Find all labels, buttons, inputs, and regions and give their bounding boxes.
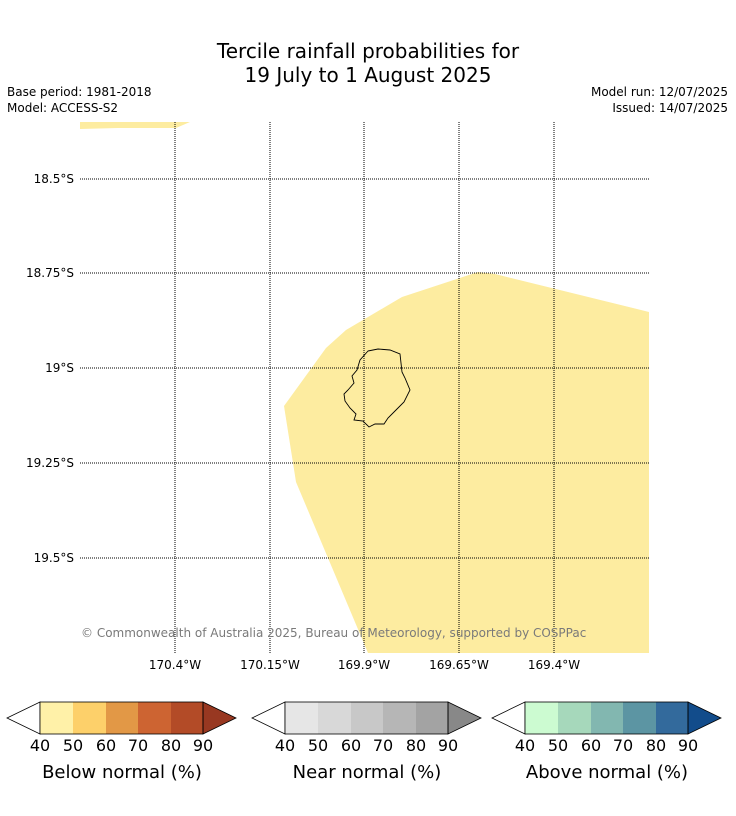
colorbar-tick: 60 — [581, 736, 601, 755]
colorbar-outline — [39, 701, 204, 735]
graticule — [80, 122, 649, 653]
colorbar-tick: 90 — [438, 736, 458, 755]
lon-label: 170.4°W — [149, 658, 201, 672]
colorbar-tick: 80 — [646, 736, 666, 755]
colorbar-bin — [106, 702, 138, 734]
colorbar-tick: 70 — [613, 736, 633, 755]
lat-label: 19°S — [45, 361, 74, 375]
colorbar-label: Below normal (%) — [42, 762, 202, 783]
lat-label: 19.5°S — [34, 551, 74, 565]
colorbar-near-normal: 40 50 60 70 80 90 Near normal (%) — [251, 701, 482, 783]
colorbar-bin — [171, 702, 203, 734]
copyright-notice: © Commonwealth of Australia 2025, Bureau… — [81, 626, 586, 640]
colorbar-above-normal: 40 50 60 70 80 90 Above normal (%) — [491, 701, 722, 783]
colorbar-lower-arrow — [251, 701, 286, 735]
colorbar-bin — [656, 702, 688, 734]
colorbar-outline — [284, 701, 449, 735]
colorbar-bin — [138, 702, 171, 734]
colorbar-tick: 40 — [515, 736, 535, 755]
colorbar-tick: 70 — [373, 736, 393, 755]
colorbar-tick: 50 — [308, 736, 328, 755]
lon-label: 169.4°W — [528, 658, 580, 672]
model-run: Model run: 12/07/2025 — [590, 85, 728, 99]
colorbar-tick: 40 — [275, 736, 295, 755]
colorbar-label: Near normal (%) — [293, 762, 442, 783]
map-shading — [80, 122, 649, 653]
colorbar-bin — [351, 702, 383, 734]
island-coastline — [343, 348, 411, 428]
lon-label: 169.9°W — [338, 658, 390, 672]
colorbar-bin — [416, 702, 448, 734]
colorbar-tick: 90 — [193, 736, 213, 755]
colorbar-tick: 40 — [30, 736, 50, 755]
colorbar-bin — [591, 702, 623, 734]
colorbar-bin — [623, 702, 656, 734]
model-name: Model: ACCESS-S2 — [7, 101, 119, 115]
colorbar-lower-arrow — [491, 701, 526, 735]
colorbar-tick: 60 — [96, 736, 116, 755]
colorbar-bin — [525, 702, 558, 734]
colorbar-tick: 50 — [63, 736, 83, 755]
colorbar-tick: 70 — [128, 736, 148, 755]
colorbar-tick: 90 — [678, 736, 698, 755]
colorbar-upper-arrow — [447, 701, 482, 735]
colorbar-lower-arrow — [6, 701, 41, 735]
map-title-line1: Tercile rainfall probabilities for — [216, 39, 520, 63]
colorbar-tick: 80 — [406, 736, 426, 755]
colorbar-tick: 80 — [161, 736, 181, 755]
colorbar-upper-arrow — [202, 701, 237, 735]
lat-label: 19.25°S — [26, 456, 74, 470]
lat-label: 18.5°S — [34, 172, 74, 186]
colorbar-bin — [73, 702, 106, 734]
base-period: Base period: 1981-2018 — [7, 85, 152, 99]
colorbar-tick: 60 — [341, 736, 361, 755]
colorbar-upper-arrow — [687, 701, 722, 735]
colorbar-bin — [383, 702, 416, 734]
colorbar-bin — [40, 702, 73, 734]
below-normal-area-north — [80, 122, 190, 129]
map-title-line2: 19 July to 1 August 2025 — [244, 63, 492, 87]
lon-label: 170.15°W — [240, 658, 300, 672]
lon-label: 169.65°W — [429, 658, 489, 672]
colorbar-tick: 50 — [548, 736, 568, 755]
colorbar-bin — [558, 702, 591, 734]
colorbar-label: Above normal (%) — [526, 762, 688, 783]
lat-label: 18.75°S — [26, 266, 74, 280]
colorbar-below-normal: 40 50 60 70 80 90 Below normal (%) — [6, 701, 237, 783]
issued-date: Issued: 14/07/2025 — [612, 101, 728, 115]
colorbar-bin — [318, 702, 351, 734]
colorbar-outline — [524, 701, 689, 735]
colorbar-bin — [285, 702, 318, 734]
